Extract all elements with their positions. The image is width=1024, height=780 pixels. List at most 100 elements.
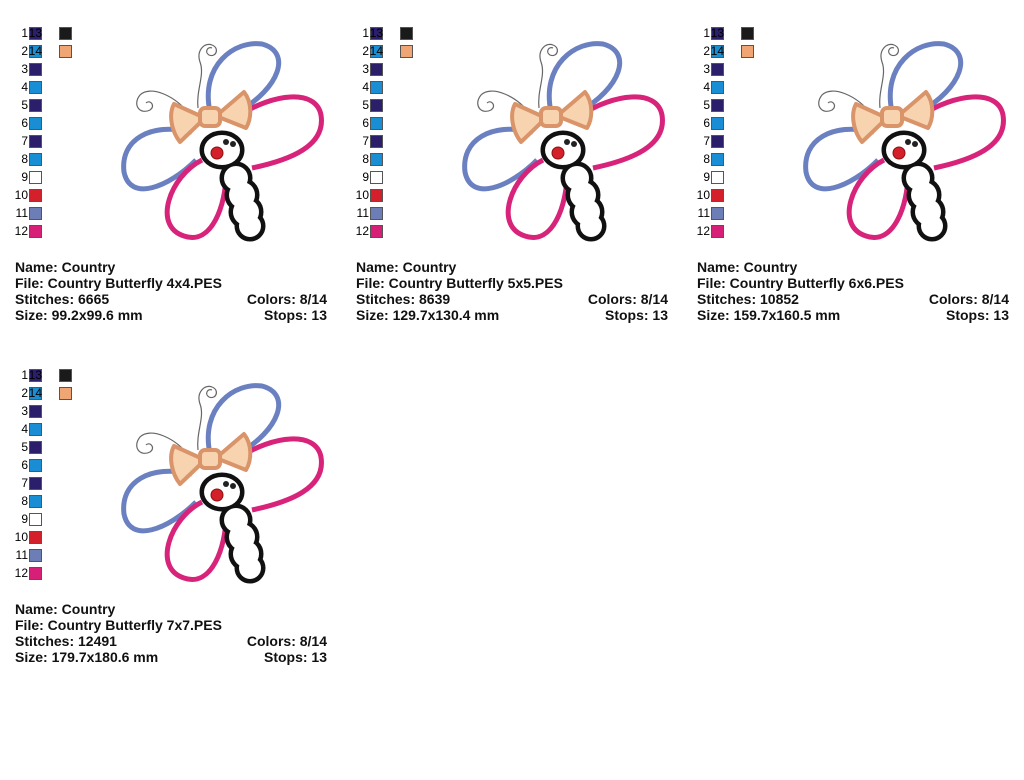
thread-number: 5 (362, 98, 369, 112)
design-stitches: Stitches: 8639 (356, 291, 451, 307)
thread-swatch (29, 423, 42, 436)
thread-swatch (711, 171, 724, 184)
butterfly-art (465, 44, 663, 238)
thread-swatch (370, 117, 383, 130)
design-stops: Stops: 13 (604, 307, 668, 323)
thread-number: 9 (703, 170, 710, 184)
butterfly-art (806, 44, 1004, 238)
thread-swatch (370, 99, 383, 112)
thread-number: 9 (21, 170, 28, 184)
design-preview (0, 0, 330, 260)
thread-swatch (400, 45, 413, 58)
thread-swatch (59, 387, 72, 400)
thread-swatch (370, 81, 383, 94)
thread-swatch (29, 369, 42, 382)
thread-swatch (370, 27, 383, 40)
thread-number: 8 (21, 494, 28, 508)
thread-number: 13 (28, 368, 42, 382)
design-name: Name: Country (15, 601, 116, 617)
thread-number: 4 (21, 80, 28, 94)
design-stops: Stops: 13 (263, 649, 327, 665)
design-card: 1 2 3 4 5 6 7 8 9 10 11 12 13 14 Name: Country File: Co… (341, 0, 671, 330)
design-name: Name: Country (356, 259, 457, 275)
thread-number: 4 (362, 80, 369, 94)
thread-number: 5 (703, 98, 710, 112)
thread-swatch (29, 531, 42, 544)
thread-number: 2 (21, 386, 28, 400)
thread-number: 3 (21, 404, 28, 418)
design-card: 1 2 3 4 5 6 7 8 9 10 11 12 13 14 Name: Country File: Co… (682, 0, 1012, 330)
design-size: Size: 159.7x160.5 mm (697, 307, 841, 323)
thread-number: 3 (703, 62, 710, 76)
butterfly-art (124, 386, 322, 580)
thread-swatch (711, 135, 724, 148)
thread-number: 12 (14, 224, 28, 238)
thread-number: 2 (703, 44, 710, 58)
thread-swatch (711, 207, 724, 220)
thread-swatch (29, 207, 42, 220)
thread-number: 8 (703, 152, 710, 166)
thread-swatch (29, 63, 42, 76)
thread-swatch (29, 27, 42, 40)
thread-swatch (711, 63, 724, 76)
design-preview (682, 0, 1012, 260)
thread-swatch (711, 117, 724, 130)
design-preview (341, 0, 671, 260)
thread-swatch (741, 27, 754, 40)
thread-swatch (370, 135, 383, 148)
thread-number: 11 (697, 206, 710, 220)
thread-swatch (741, 45, 754, 58)
thread-number: 8 (21, 152, 28, 166)
thread-number: 3 (21, 62, 28, 76)
design-stops: Stops: 13 (945, 307, 1009, 323)
thread-swatch (59, 27, 72, 40)
thread-swatch (29, 495, 42, 508)
thread-number: 4 (703, 80, 710, 94)
thread-swatch (29, 189, 42, 202)
design-size: Size: 179.7x180.6 mm (15, 649, 159, 665)
design-card: 1 2 3 4 5 6 7 8 9 10 11 12 13 14 Name: Country File: Co… (0, 342, 330, 672)
thread-number: 1 (362, 26, 369, 40)
thread-swatch (370, 63, 383, 76)
thread-number: 10 (696, 188, 710, 202)
thread-swatch (711, 189, 724, 202)
design-size: Size: 129.7x130.4 mm (356, 307, 500, 323)
design-stops: Stops: 13 (263, 307, 327, 323)
thread-number: 2 (362, 44, 369, 58)
thread-number: 10 (355, 188, 369, 202)
thread-swatch (711, 27, 724, 40)
thread-swatch (29, 117, 42, 130)
design-colors: Colors: 8/14 (246, 291, 327, 307)
thread-number: 13 (710, 26, 724, 40)
thread-swatch (29, 441, 42, 454)
thread-swatch (29, 135, 42, 148)
thread-swatch (29, 459, 42, 472)
thread-number: 11 (15, 206, 28, 220)
thread-swatch (711, 81, 724, 94)
thread-number: 5 (21, 440, 28, 454)
design-file: File: Country Butterfly 5x5.PES (356, 275, 563, 291)
thread-number: 14 (28, 44, 42, 58)
thread-swatch (29, 513, 42, 526)
thread-number: 14 (710, 44, 724, 58)
thread-swatch (400, 27, 413, 40)
thread-number: 1 (21, 26, 28, 40)
thread-number: 13 (369, 26, 383, 40)
design-colors: Colors: 8/14 (928, 291, 1009, 307)
design-preview (0, 342, 330, 602)
thread-swatch (29, 225, 42, 238)
design-colors: Colors: 8/14 (587, 291, 668, 307)
thread-number: 12 (355, 224, 369, 238)
thread-swatch (29, 405, 42, 418)
thread-number: 4 (21, 422, 28, 436)
design-file: File: Country Butterfly 4x4.PES (15, 275, 222, 291)
thread-swatch (59, 369, 72, 382)
design-name: Name: Country (697, 259, 798, 275)
thread-number: 13 (28, 26, 42, 40)
thread-swatch (711, 45, 724, 58)
thread-swatch (29, 567, 42, 580)
thread-number: 7 (362, 134, 369, 148)
thread-number: 10 (14, 188, 28, 202)
thread-swatch (29, 45, 42, 58)
thread-number: 1 (703, 26, 710, 40)
